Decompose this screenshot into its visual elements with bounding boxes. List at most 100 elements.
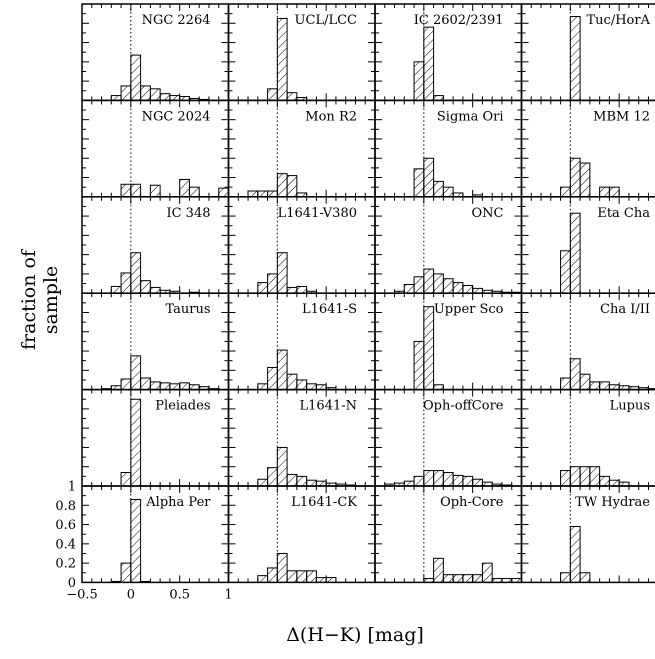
histogram-bar	[570, 17, 580, 101]
panel-label: Cha I/II	[600, 302, 650, 317]
histogram-bar	[570, 158, 580, 197]
panel-label: Pleiades	[155, 399, 210, 414]
panel-label: L1641-S	[302, 302, 357, 317]
histogram-bar	[443, 187, 453, 197]
histogram-bar	[307, 480, 317, 486]
histogram-bar	[463, 575, 473, 583]
histogram-panel: Alpha Per	[82, 486, 229, 582]
y-tick-label: 0	[68, 576, 76, 591]
histogram-panel: IC 2602/2391	[375, 4, 522, 100]
histogram-bar	[570, 467, 580, 486]
histogram-bar	[570, 526, 580, 582]
histogram-bar	[443, 279, 453, 293]
histogram-bar	[600, 476, 610, 486]
histogram-bar	[453, 475, 463, 486]
x-tick-label: 0.5	[169, 587, 190, 602]
histogram-bar	[297, 571, 307, 583]
panel-label: ONC	[472, 206, 504, 221]
histogram-bar	[131, 253, 141, 293]
histogram-bar	[600, 382, 610, 390]
histogram-bar	[277, 447, 287, 486]
histogram-bar	[268, 191, 278, 197]
histogram-bar	[443, 575, 453, 583]
panel-label: UCL/LCC	[295, 13, 357, 28]
histogram-bar	[463, 476, 473, 486]
histogram-bar	[277, 253, 287, 293]
histogram-bar	[287, 287, 297, 293]
histogram-bar	[150, 287, 160, 293]
histogram-bar	[570, 359, 580, 390]
histogram-bar	[580, 573, 590, 583]
panel-label: MBM 12	[593, 109, 650, 124]
histogram-bar	[561, 471, 571, 486]
histogram-panel: L1641-V380	[229, 197, 376, 293]
histogram-bar	[160, 94, 170, 101]
histogram-bar	[121, 379, 131, 390]
histogram-bar	[150, 382, 160, 390]
histogram-panel: MBM 12	[522, 100, 655, 196]
histogram-bar	[189, 187, 199, 197]
histogram-panel: Eta Cha	[522, 197, 655, 293]
histogram-bar	[609, 187, 619, 197]
histogram-bar	[268, 568, 278, 582]
histogram-bar	[268, 274, 278, 293]
histogram-panel: UCL/LCC	[229, 4, 376, 100]
panel-label: Alpha Per	[145, 495, 211, 510]
panel-label: Oph-Core	[440, 495, 504, 510]
histogram-bar	[424, 158, 434, 197]
histogram-panel: Taurus	[82, 293, 229, 389]
histogram-bar	[404, 285, 414, 294]
panel-label: Oph-offCore	[423, 399, 504, 414]
panel-label: IC 2602/2391	[414, 13, 504, 28]
histogram-bar	[258, 191, 268, 197]
histogram-bar	[434, 558, 444, 582]
histogram-bar	[111, 286, 121, 293]
histogram-bar	[307, 571, 317, 583]
histogram-bar	[287, 374, 297, 389]
panel-label: L1641-CK	[291, 495, 357, 510]
histogram-bar	[258, 384, 268, 390]
histogram-bar	[131, 55, 141, 100]
histogram-bar	[609, 480, 619, 486]
histogram-bar	[131, 356, 141, 390]
histogram-panel: Pleiades	[82, 390, 229, 486]
histogram-bar	[453, 575, 463, 583]
histogram-bar	[131, 499, 141, 582]
histogram-panel: Sigma Ori	[375, 100, 522, 196]
y-tick-label: 0.4	[55, 537, 76, 552]
histogram-bar	[580, 467, 590, 486]
histogram-bar	[248, 191, 258, 197]
histogram-bar	[141, 378, 151, 390]
histogram-panel: Cha I/II	[522, 293, 655, 389]
histogram-bar	[561, 251, 571, 293]
histogram-bar	[121, 86, 131, 100]
histogram-panel: IC 348	[82, 197, 229, 293]
histogram-bar	[170, 384, 180, 390]
histogram-bar	[482, 563, 492, 582]
histogram-bar	[258, 479, 268, 486]
panel-label: NGC 2264	[142, 13, 211, 28]
panel-label: NGC 2024	[142, 109, 211, 124]
histogram-bar	[131, 399, 141, 486]
histogram-panel: L1641-N	[229, 390, 376, 486]
y-tick-label: 0.6	[55, 518, 76, 533]
histogram-bar	[219, 188, 229, 197]
histogram-bar	[268, 367, 278, 389]
panel-label: Taurus	[165, 302, 210, 317]
histogram-bar	[580, 163, 590, 197]
histogram-bar	[121, 473, 131, 486]
histogram-bar	[570, 213, 580, 293]
histogram-bar	[268, 468, 278, 486]
histogram-bar	[297, 380, 307, 390]
histogram-bar	[473, 575, 483, 583]
histogram-bar	[258, 283, 268, 294]
histogram-bar	[287, 474, 297, 486]
panel-label: Sigma Ori	[437, 109, 504, 124]
panel-label: TW Hydrae	[575, 495, 650, 510]
histogram-panel: Oph-offCore	[375, 390, 522, 486]
histogram-panel: Upper Sco	[375, 293, 522, 389]
histogram-bar	[307, 384, 317, 390]
panel-label: IC 348	[166, 206, 210, 221]
